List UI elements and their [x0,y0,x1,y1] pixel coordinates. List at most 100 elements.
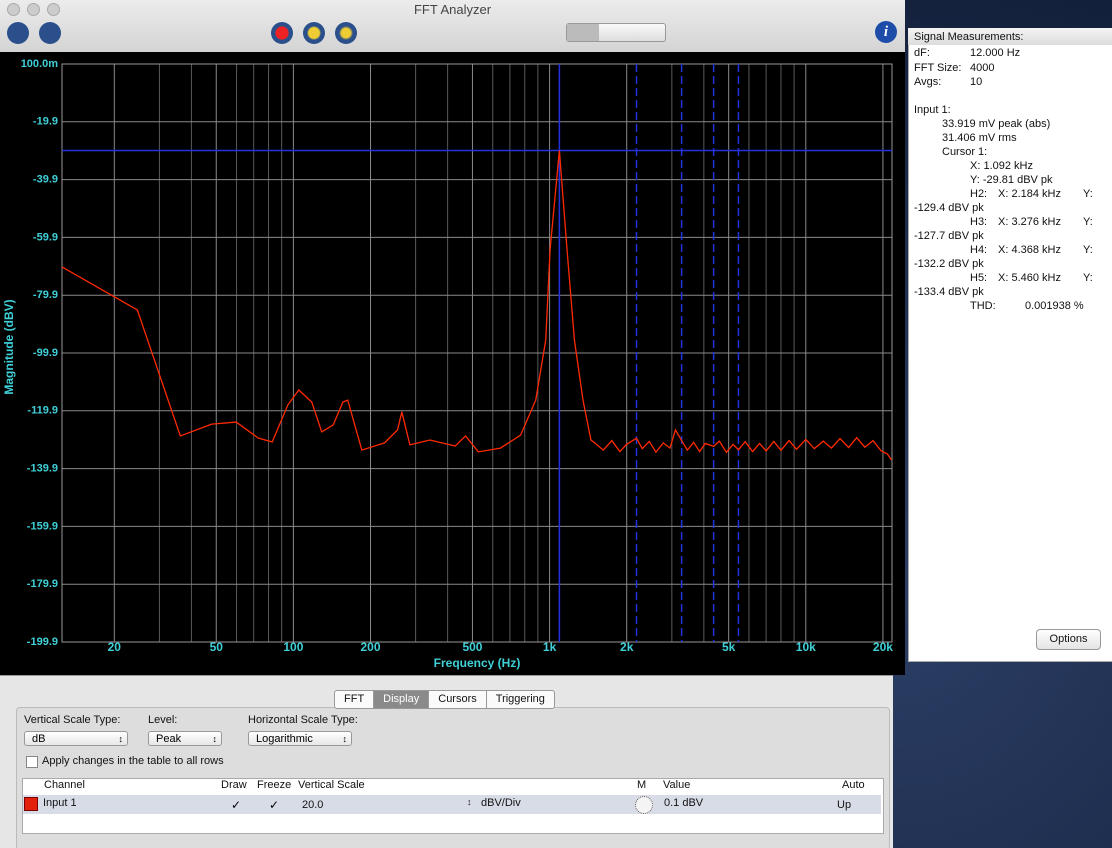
toolbar-icon[interactable] [7,22,29,44]
y-tick-label: -39.9 [33,174,58,186]
control-label: Horizontal Scale Type: [248,714,358,726]
tab[interactable]: Cursors [428,691,486,708]
setting-label: Avgs: [914,76,942,88]
x-tick-label: 20k [873,640,893,654]
channel-name: Input 1 [43,797,77,809]
harmonic-y-label: Y: [1083,244,1093,256]
cursor-label: Cursor 1: [942,146,988,158]
toolbar-icon[interactable] [335,22,357,44]
tab[interactable]: FFT [344,693,365,705]
harmonic-y-label: Y: [1083,272,1093,284]
thd-value: 0.001938 % [1025,300,1084,312]
harmonic-name: H2: [970,188,988,200]
rms: 31.406 mV rms [942,132,1017,144]
harmonic-y: -129.4 dBV pk [914,202,984,214]
column-header: Channel [44,779,85,791]
checkbox[interactable] [26,756,38,768]
tab[interactable]: Triggering [485,691,554,708]
control-label: Level: [148,714,178,726]
cursor-x: X: 1.092 kHz [970,160,1033,172]
close-button[interactable] [7,3,20,16]
stepper[interactable]: ↕ [467,797,472,807]
harmonic-x: X: 2.184 kHz [998,188,1061,200]
thd-label: THD: [970,300,996,312]
freeze-check[interactable]: ✓ [269,798,280,812]
harmonic-name: H5: [970,272,988,284]
y-tick-label: -99.9 [33,347,58,359]
harmonic-x: X: 3.276 kHz [998,216,1061,228]
draw-check[interactable]: ✓ [231,798,242,812]
popup[interactable]: Logarithmic [248,731,352,747]
x-tick-label: 500 [462,640,482,654]
x-tick-label: 5k [722,640,736,654]
harmonic-y: -127.7 dBV pk [914,230,984,242]
setting-value: 10 [970,76,983,88]
x-tick-label: 200 [360,640,380,654]
zoom-button[interactable] [47,3,60,16]
scale-value: 20.0 [302,799,324,811]
y-tick-label: -119.9 [27,405,58,417]
harmonic-name: H4: [970,244,988,256]
x-tick-label: 10k [796,640,816,654]
x-tick-label: 1k [543,640,557,654]
harmonic-y-label: Y: [1083,216,1093,228]
crosshair-tool[interactable] [567,24,599,41]
tab-bar: FFT Display Cursors Triggering [334,690,555,709]
x-tick-label: 20 [108,640,122,654]
tab[interactable]: Display [373,691,429,708]
scale-unit: dBV/Div [481,797,521,809]
y-tick-label: -59.9 [33,231,58,243]
plot-frame [61,63,893,643]
y-tick-label: -79.9 [33,289,58,301]
y-tick-label: -139.9 [27,463,58,475]
control-label: Vertical Scale Type: [24,714,121,726]
record-button[interactable] [271,22,293,44]
x-tick-label: 2k [620,640,634,654]
toolbar-icon[interactable] [39,22,61,44]
measurements-panel [908,28,1112,662]
column-header: Freeze [257,779,292,791]
x-axis-label: Frequency (Hz) [434,656,521,670]
channel-color[interactable] [24,797,38,811]
popup[interactable]: dB [24,731,128,747]
column-header: M [637,779,647,791]
y-axis-label: Magnitude (dBV) [2,299,16,394]
y-tick-label: -199.9 [27,636,58,648]
window-title: FFT Analyzer [413,2,492,17]
fft-chart: Magnitude (dBV) Frequency (Hz) 20 50 100 20… [0,52,905,675]
spectrum-line [61,150,893,461]
column-header: Auto [842,779,865,791]
harmonic-y: -132.2 dBV pk [914,258,984,270]
harmonic-x: X: 5.460 kHz [998,272,1061,284]
checkbox-label: Apply changes in the table to all rows [42,755,224,767]
setting-value: 4000 [970,61,995,74]
setting-label: dF: [914,47,930,59]
x-tick-label: 100 [283,640,303,654]
panel-title: Signal Measurements: [914,31,1024,43]
minimize-button[interactable] [27,3,40,16]
offset-value: 0.1 dBV [664,797,704,809]
info-button[interactable]: i [875,21,897,43]
input-label: Input 1: [914,104,951,116]
y-tick-label: -179.9 [27,578,58,590]
auto-value[interactable]: Up [837,799,852,811]
popup[interactable]: Peak [148,731,222,747]
column-header: Vertical Scale [298,779,365,791]
chart-background [0,52,905,675]
peak: 33.919 mV peak (abs) [942,118,1051,130]
column-header: Draw [221,779,247,791]
x-tick-label: 50 [210,640,224,654]
toolbar-icon[interactable] [303,22,325,44]
options-button[interactable]: Options [1036,629,1101,650]
harmonic-y-label: Y: [1083,188,1093,200]
column-header: Value [663,779,691,791]
y-tick-label: -19.9 [33,116,58,128]
setting-label: FFT Size: [914,61,962,74]
cursor-y: Y: -29.81 dBV pk [970,174,1053,186]
knob[interactable] [635,796,653,814]
harmonic-name: H3: [970,216,988,228]
y-tick-label: 100.0m [21,58,59,70]
table-row[interactable] [23,795,881,814]
harmonic-y: -133.4 dBV pk [914,286,984,298]
